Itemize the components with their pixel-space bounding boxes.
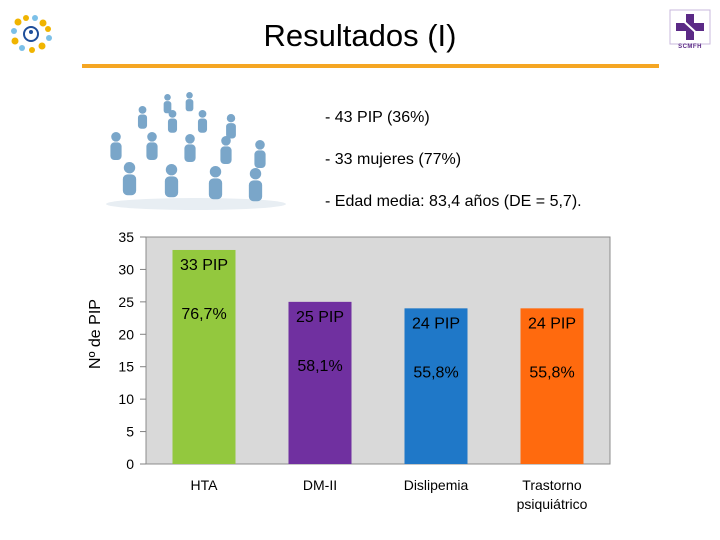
bar-1 xyxy=(172,249,236,464)
summary-item: - 43 PIP (36%) xyxy=(325,109,430,126)
bar-2 xyxy=(288,301,352,464)
y-tick-label: 30 xyxy=(118,261,134,277)
y-tick-label: 15 xyxy=(118,359,134,375)
bar-percent-label: 58,1% xyxy=(297,358,342,375)
summary-item: - 33 mujeres (77%) xyxy=(325,151,462,168)
y-tick-label: 20 xyxy=(118,326,134,342)
bar-percent-label: 55,8% xyxy=(529,364,574,381)
x-tick-label: psiquiátrico xyxy=(517,496,588,512)
y-tick-label: 35 xyxy=(118,229,134,245)
x-tick-label: Trastorno xyxy=(522,477,582,493)
bar-4 xyxy=(520,308,584,464)
x-tick-label: Dislipemia xyxy=(404,477,469,493)
summary-item: - Edad media: 83,4 años (DE = 5,7). xyxy=(325,193,582,210)
organization-logo-left xyxy=(11,15,52,53)
bar-count-label: 25 PIP xyxy=(296,309,344,326)
bar-count-label: 24 PIP xyxy=(528,315,576,332)
y-tick-label: 5 xyxy=(126,424,134,440)
summary-list: - 43 PIP (36%) - 33 mujeres (77%) - Edad… xyxy=(325,97,582,223)
x-tick-label: HTA xyxy=(191,477,219,493)
slide-title: Resultados (I) xyxy=(263,18,457,53)
bar-count-label: 24 PIP xyxy=(412,315,460,332)
x-tick-label: DM-II xyxy=(303,477,337,493)
bar-percent-label: 55,8% xyxy=(413,364,458,381)
organization-logo-right xyxy=(669,9,711,45)
y-tick-label: 25 xyxy=(118,294,134,310)
bar-percent-label: 76,7% xyxy=(181,306,226,323)
logo-right-label: SCMFH xyxy=(678,44,702,50)
people-group-illustration xyxy=(106,92,286,210)
y-axis-label: Nº de PIP xyxy=(87,299,104,369)
bar-3 xyxy=(404,308,468,464)
y-tick-label: 0 xyxy=(126,456,134,472)
title-underline xyxy=(82,64,659,68)
y-tick-label: 10 xyxy=(118,391,134,407)
bar-count-label: 33 PIP xyxy=(180,257,228,274)
